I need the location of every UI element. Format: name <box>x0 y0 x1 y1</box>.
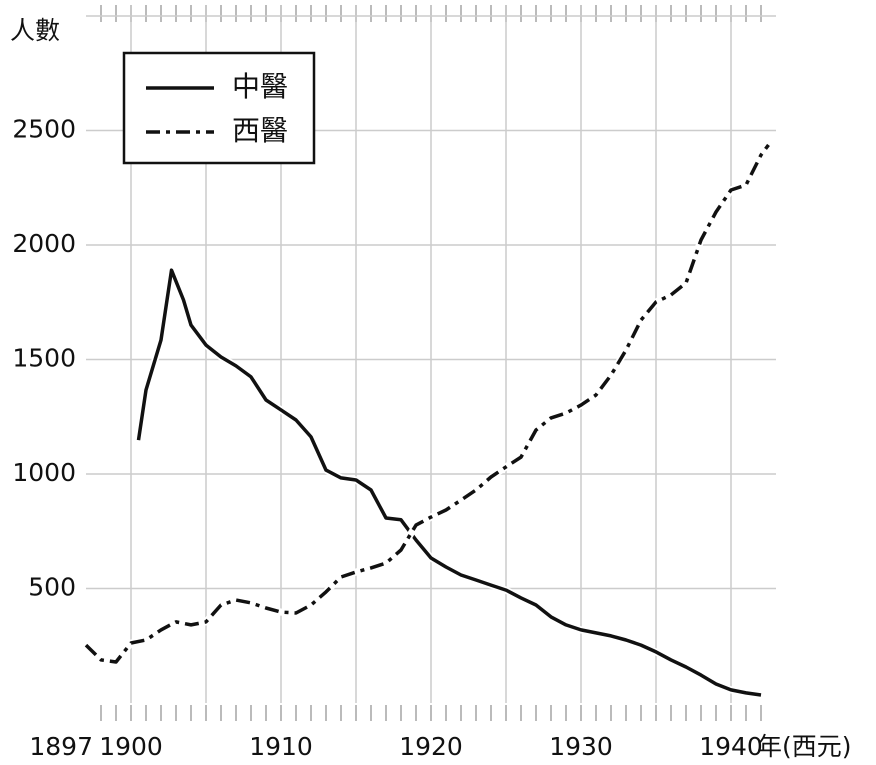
y-tick-label: 500 <box>28 573 76 602</box>
y-tick-label: 2500 <box>12 115 76 144</box>
x-tick-label: 1900 <box>99 732 163 761</box>
line-halo <box>83 142 772 666</box>
x-axis-label: 年(西元) <box>757 732 852 761</box>
legend-label: 西醫 <box>232 114 288 147</box>
x-tick-label: 1920 <box>399 732 463 761</box>
y-tick-label: 1500 <box>12 344 76 373</box>
x-tick-label: 1897 <box>29 732 93 761</box>
legend-box <box>122 51 316 165</box>
line-series <box>84 143 770 664</box>
legend-label: 中醫 <box>232 70 288 103</box>
x-tick-label: 1930 <box>549 732 613 761</box>
y-tick-label: 2000 <box>12 229 76 258</box>
x-tick-label: 1910 <box>249 732 313 761</box>
y-axis-label: 人數 <box>10 16 60 45</box>
line-series <box>136 268 762 697</box>
y-tick-label: 1000 <box>12 458 76 487</box>
line-halo <box>135 266 762 699</box>
x-tick-label: 1940 <box>699 732 763 761</box>
